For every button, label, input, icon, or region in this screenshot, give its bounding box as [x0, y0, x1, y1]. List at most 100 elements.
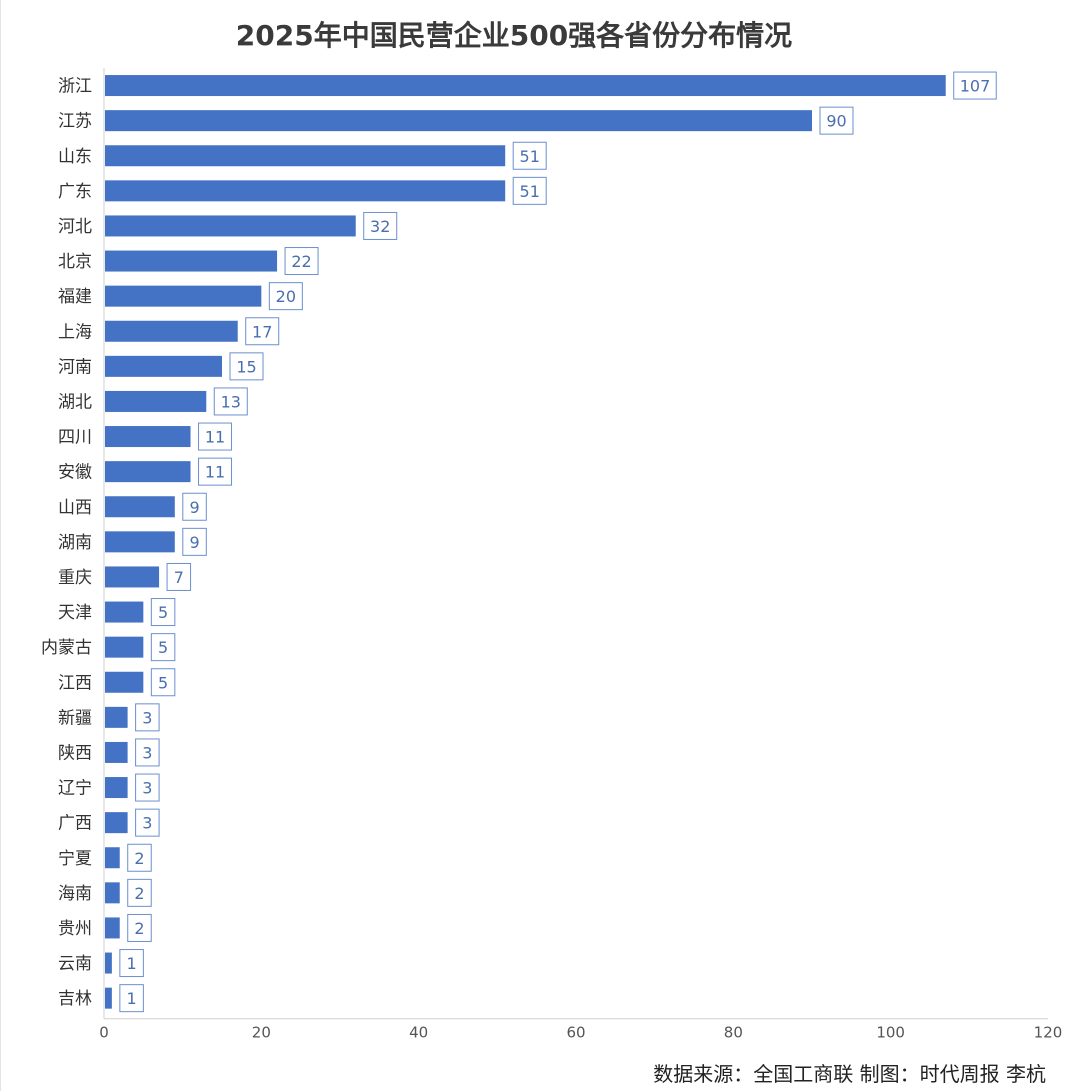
bar [105, 917, 120, 939]
data-label-box [135, 703, 160, 732]
bar [105, 601, 144, 623]
data-label: 13 [221, 392, 241, 411]
bar [105, 215, 356, 237]
bar [105, 110, 812, 132]
category-label: 天津 [58, 603, 92, 623]
bar [105, 180, 506, 202]
data-label-box [245, 317, 280, 346]
page-left-border [0, 0, 1, 1091]
category-label: 福建 [58, 287, 92, 307]
bar [105, 390, 207, 412]
bar [105, 426, 191, 448]
bar [105, 320, 238, 342]
data-label: 1 [127, 954, 137, 973]
data-label-box [819, 106, 854, 135]
bar [105, 952, 112, 974]
category-label: 贵州 [58, 919, 92, 939]
bar [105, 777, 128, 799]
data-label: 5 [158, 673, 168, 692]
data-label: 11 [205, 428, 225, 447]
data-label: 3 [142, 814, 152, 833]
data-label: 17 [252, 322, 272, 341]
data-label-box [135, 808, 160, 837]
data-label: 51 [520, 182, 540, 201]
data-label-box [363, 211, 398, 240]
category-label: 宁夏 [58, 849, 92, 869]
x-tick-label: 120 [1034, 1024, 1063, 1042]
data-label: 9 [189, 498, 199, 517]
data-label-box [512, 176, 547, 205]
data-label: 3 [142, 743, 152, 762]
data-label-box [268, 282, 303, 311]
data-label-box [127, 913, 152, 942]
bar [105, 145, 506, 167]
data-label-box [119, 949, 144, 978]
data-label: 107 [960, 77, 991, 96]
category-label: 重庆 [58, 568, 92, 588]
data-label-box [127, 843, 152, 872]
data-label: 7 [174, 568, 184, 587]
category-label: 海南 [58, 884, 92, 904]
bar [105, 496, 175, 518]
source-note: 数据来源：全国工商联 制图：时代周报 李杭 [653, 1062, 1046, 1086]
data-label: 90 [826, 112, 846, 131]
bar [105, 741, 128, 763]
category-label: 江西 [58, 673, 92, 693]
data-label-box [127, 878, 152, 907]
bar [105, 847, 120, 869]
bar [105, 566, 160, 588]
data-label-box [512, 141, 547, 170]
data-label: 22 [291, 252, 311, 271]
category-label: 上海 [58, 322, 92, 342]
category-label: 内蒙古 [41, 638, 92, 658]
data-label: 5 [158, 603, 168, 622]
data-label-box [198, 422, 233, 451]
data-label-box [213, 387, 248, 416]
category-label: 河南 [58, 357, 92, 377]
x-tick-label: 20 [252, 1024, 271, 1042]
x-tick-label: 40 [409, 1024, 428, 1042]
bar [105, 355, 222, 377]
data-label: 20 [276, 287, 296, 306]
bar [105, 671, 144, 693]
bar [105, 461, 191, 483]
data-label: 32 [370, 217, 390, 236]
data-label-box [198, 457, 233, 486]
category-label: 北京 [58, 252, 92, 272]
bar [105, 987, 112, 1009]
bar [105, 531, 175, 553]
x-tick-label: 80 [724, 1024, 743, 1042]
category-label: 新疆 [58, 708, 92, 728]
category-label: 辽宁 [58, 779, 92, 799]
data-label: 9 [189, 533, 199, 552]
data-label-box [150, 598, 176, 627]
data-label: 11 [205, 463, 225, 482]
category-label: 吉林 [58, 989, 92, 1009]
data-label: 15 [236, 357, 256, 376]
category-label: 四川 [58, 428, 92, 448]
data-label: 5 [158, 638, 168, 657]
x-tick-label: 0 [99, 1024, 109, 1042]
bar [105, 882, 120, 904]
data-label-box [135, 738, 160, 767]
data-label-box [229, 352, 264, 381]
bar [105, 636, 144, 658]
data-label-box [166, 562, 192, 591]
data-label-box [135, 773, 160, 802]
data-label: 2 [134, 849, 144, 868]
category-label: 山西 [58, 498, 92, 518]
x-tick-label: 100 [876, 1024, 905, 1042]
category-label: 湖南 [58, 533, 92, 553]
x-tick-label: 60 [566, 1024, 585, 1042]
data-label-box [150, 668, 176, 697]
data-label: 2 [134, 919, 144, 938]
data-label: 3 [142, 708, 152, 727]
chart-title: 2025年中国民营企业500强各省份分布情况 [235, 19, 793, 52]
data-label-box [150, 633, 176, 662]
bar [105, 812, 128, 834]
category-label: 江苏 [58, 112, 92, 132]
data-label-box [182, 492, 207, 521]
category-label: 广西 [58, 814, 92, 834]
category-label: 浙江 [58, 77, 92, 97]
bar [105, 285, 262, 307]
